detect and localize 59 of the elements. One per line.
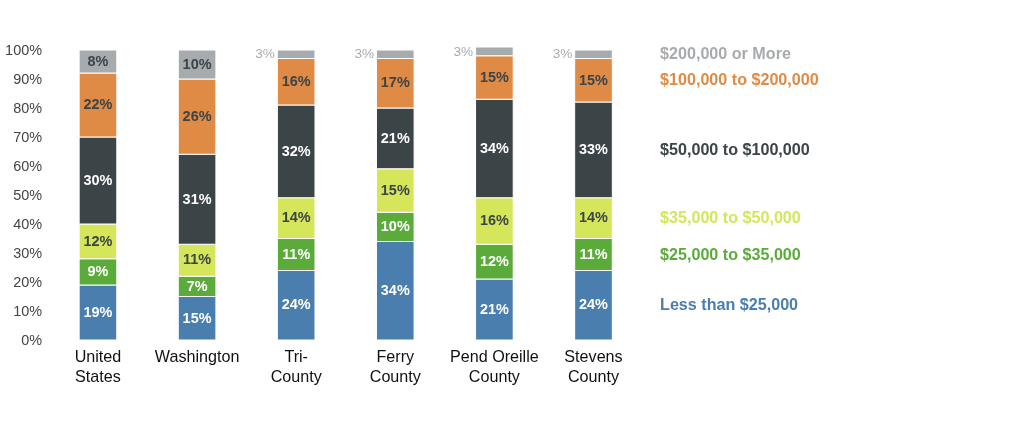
- data-label: 8%: [87, 52, 109, 69]
- data-label: 3%: [453, 43, 474, 59]
- data-label: 15%: [380, 181, 410, 198]
- data-label: 12%: [479, 252, 509, 269]
- y-tick-label: 0%: [21, 331, 43, 348]
- text: Less than $25,000: [660, 295, 799, 314]
- data-label: 15%: [182, 309, 212, 326]
- data-label: 24%: [281, 296, 311, 313]
- text: $100,000 to $200,000: [660, 70, 819, 89]
- text: $50,000 to $100,000: [660, 140, 810, 159]
- data-label: 9%: [87, 263, 109, 280]
- data-label: 32%: [281, 142, 311, 159]
- data-label: 30%: [83, 171, 113, 188]
- x-tick-label: Washington: [154, 346, 240, 365]
- data-label: 33%: [579, 141, 609, 158]
- data-label: 21%: [380, 129, 410, 146]
- y-tick-label: 70%: [13, 128, 43, 145]
- data-label: 11%: [183, 251, 212, 268]
- data-label: 14%: [579, 209, 609, 226]
- x-tick-label: Ferry County: [369, 346, 422, 386]
- x-tick-label: Pend Oreille County: [450, 346, 539, 386]
- data-label: 34%: [479, 139, 509, 156]
- data-label: 3%: [552, 46, 573, 62]
- data-label: 7%: [186, 277, 208, 294]
- data-label: 22%: [83, 96, 113, 113]
- y-tick-label: 60%: [13, 157, 43, 174]
- y-tick-label: 40%: [13, 215, 43, 232]
- data-label: 26%: [182, 107, 212, 124]
- data-label: 31%: [182, 190, 212, 207]
- y-tick-label: 30%: [13, 244, 43, 261]
- text: $35,000 to $50,000: [660, 208, 801, 227]
- text: $200,000 or More: [660, 44, 791, 63]
- x-tick-label: Tri-County: [270, 346, 323, 386]
- data-label: 15%: [479, 68, 509, 85]
- data-label: 17%: [380, 74, 410, 91]
- data-label: 19%: [83, 303, 113, 320]
- y-tick-label: 10%: [13, 302, 43, 319]
- data-label: 16%: [479, 212, 509, 229]
- data-label: 15%: [579, 71, 609, 88]
- data-label: 14%: [281, 209, 311, 226]
- data-label: 11%: [282, 245, 311, 262]
- x-tick-label: United States: [74, 346, 122, 386]
- data-label: 12%: [83, 232, 113, 249]
- y-tick-label: 20%: [13, 273, 43, 290]
- x-tick-label: Stevens County: [564, 346, 623, 386]
- y-tick-label: 90%: [13, 70, 43, 87]
- data-label: 34%: [380, 281, 410, 298]
- data-label: 21%: [479, 300, 509, 317]
- data-label: 10%: [380, 218, 410, 235]
- y-tick-label: 100%: [5, 41, 43, 58]
- data-label: 3%: [255, 46, 275, 62]
- text: $25,000 to $35,000: [660, 244, 801, 263]
- data-label: 11%: [579, 245, 608, 262]
- data-label: 10%: [182, 55, 212, 72]
- y-tick-label: 50%: [13, 186, 43, 203]
- data-label: 16%: [281, 73, 311, 90]
- data-label: 24%: [579, 296, 609, 313]
- y-tick-label: 80%: [13, 99, 43, 116]
- data-label: 3%: [354, 46, 375, 62]
